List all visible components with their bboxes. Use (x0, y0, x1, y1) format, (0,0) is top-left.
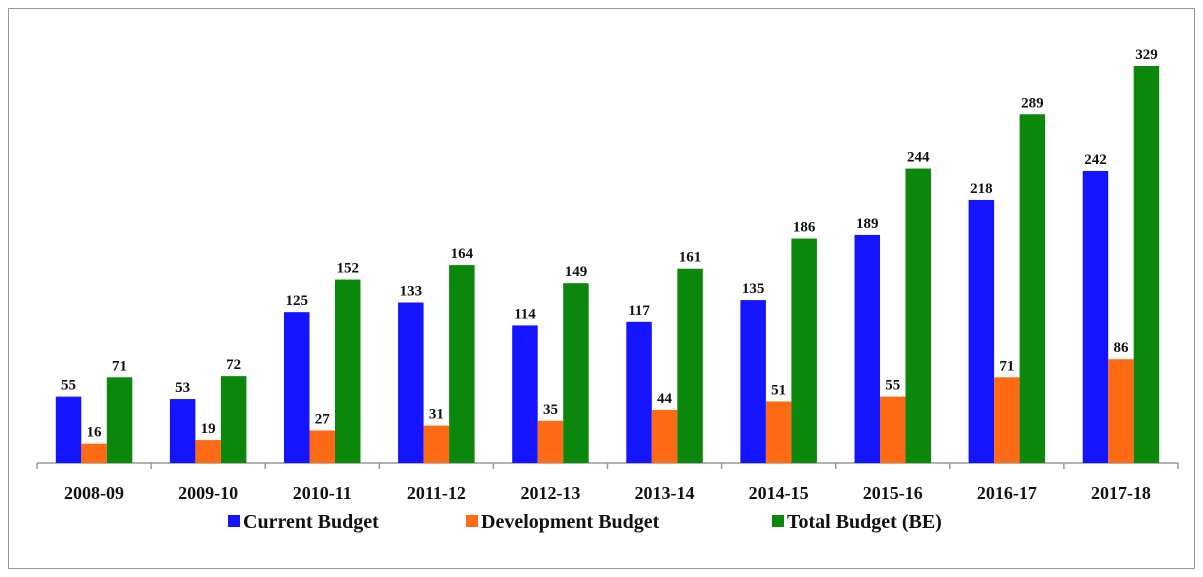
bar (81, 443, 107, 463)
bar (765, 401, 792, 463)
bar (106, 377, 133, 463)
x-tick-label: 2017-18 (1091, 483, 1151, 503)
x-tick-label: 2015-16 (863, 483, 923, 503)
bar (1133, 66, 1160, 463)
bar (309, 430, 335, 463)
value-label: 27 (315, 411, 331, 427)
bar (284, 312, 310, 463)
value-label: 135 (742, 281, 765, 297)
bar (512, 325, 538, 463)
value-label: 51 (771, 382, 786, 398)
value-label: 289 (1021, 95, 1044, 111)
legend-swatch (466, 515, 478, 527)
x-tick-label: 2013-14 (635, 483, 695, 503)
bar (563, 283, 589, 463)
x-tick-label: 2014-15 (749, 483, 809, 503)
value-label: 152 (337, 261, 360, 277)
bar (1082, 170, 1109, 464)
value-label: 72 (226, 357, 241, 373)
value-label: 186 (793, 220, 816, 236)
legend-swatch (772, 515, 784, 527)
value-label: 35 (543, 402, 558, 418)
bar (55, 396, 82, 463)
value-label: 133 (400, 284, 423, 300)
bar (1108, 359, 1134, 463)
bar (651, 409, 678, 463)
bar (220, 376, 247, 463)
value-label: 55 (61, 378, 76, 394)
bar (626, 321, 652, 463)
bar (537, 420, 564, 463)
value-label: 71 (112, 358, 127, 374)
bar (905, 168, 931, 463)
value-label: 55 (885, 378, 900, 394)
value-label: 149 (565, 264, 588, 280)
value-label: 189 (856, 216, 879, 232)
value-label: 86 (1113, 340, 1129, 356)
bar (854, 234, 880, 463)
value-label: 164 (451, 246, 474, 262)
x-tick-label: 2012-13 (520, 483, 580, 503)
bar (880, 396, 906, 463)
x-tick-label: 2010-11 (293, 483, 352, 503)
x-tick-label: 2008-09 (64, 483, 124, 503)
x-tick-label: 2009-10 (178, 483, 238, 503)
chart-frame (8, 8, 1195, 569)
legend-label: Total Budget (BE) (787, 511, 942, 533)
value-label: 242 (1084, 152, 1107, 168)
value-label: 71 (999, 358, 1014, 374)
legend-label: Development Budget (481, 511, 660, 533)
bar (449, 265, 475, 463)
value-label: 114 (514, 306, 536, 322)
value-label: 329 (1135, 47, 1158, 63)
x-tick-label: 2016-17 (977, 483, 1037, 503)
bar (335, 279, 361, 463)
value-label: 117 (628, 303, 650, 319)
value-label: 218 (970, 181, 993, 197)
bar (398, 302, 424, 463)
value-label: 31 (429, 407, 444, 423)
bar (195, 440, 221, 463)
bar (423, 425, 450, 463)
bar (677, 268, 703, 463)
value-label: 244 (907, 150, 930, 166)
bar (169, 399, 196, 463)
x-tick-label: 2011-12 (407, 483, 466, 503)
value-label: 53 (175, 380, 190, 396)
bar (968, 199, 995, 463)
value-label: 19 (201, 421, 216, 437)
value-label: 125 (286, 293, 309, 309)
value-label: 44 (657, 391, 673, 407)
bar (791, 238, 817, 463)
bar (740, 300, 766, 463)
value-label: 161 (679, 250, 702, 266)
bar (1019, 114, 1046, 463)
bar (994, 377, 1020, 463)
legend-swatch (228, 515, 240, 527)
legend-label: Current Budget (243, 511, 379, 533)
value-label: 16 (87, 425, 103, 441)
